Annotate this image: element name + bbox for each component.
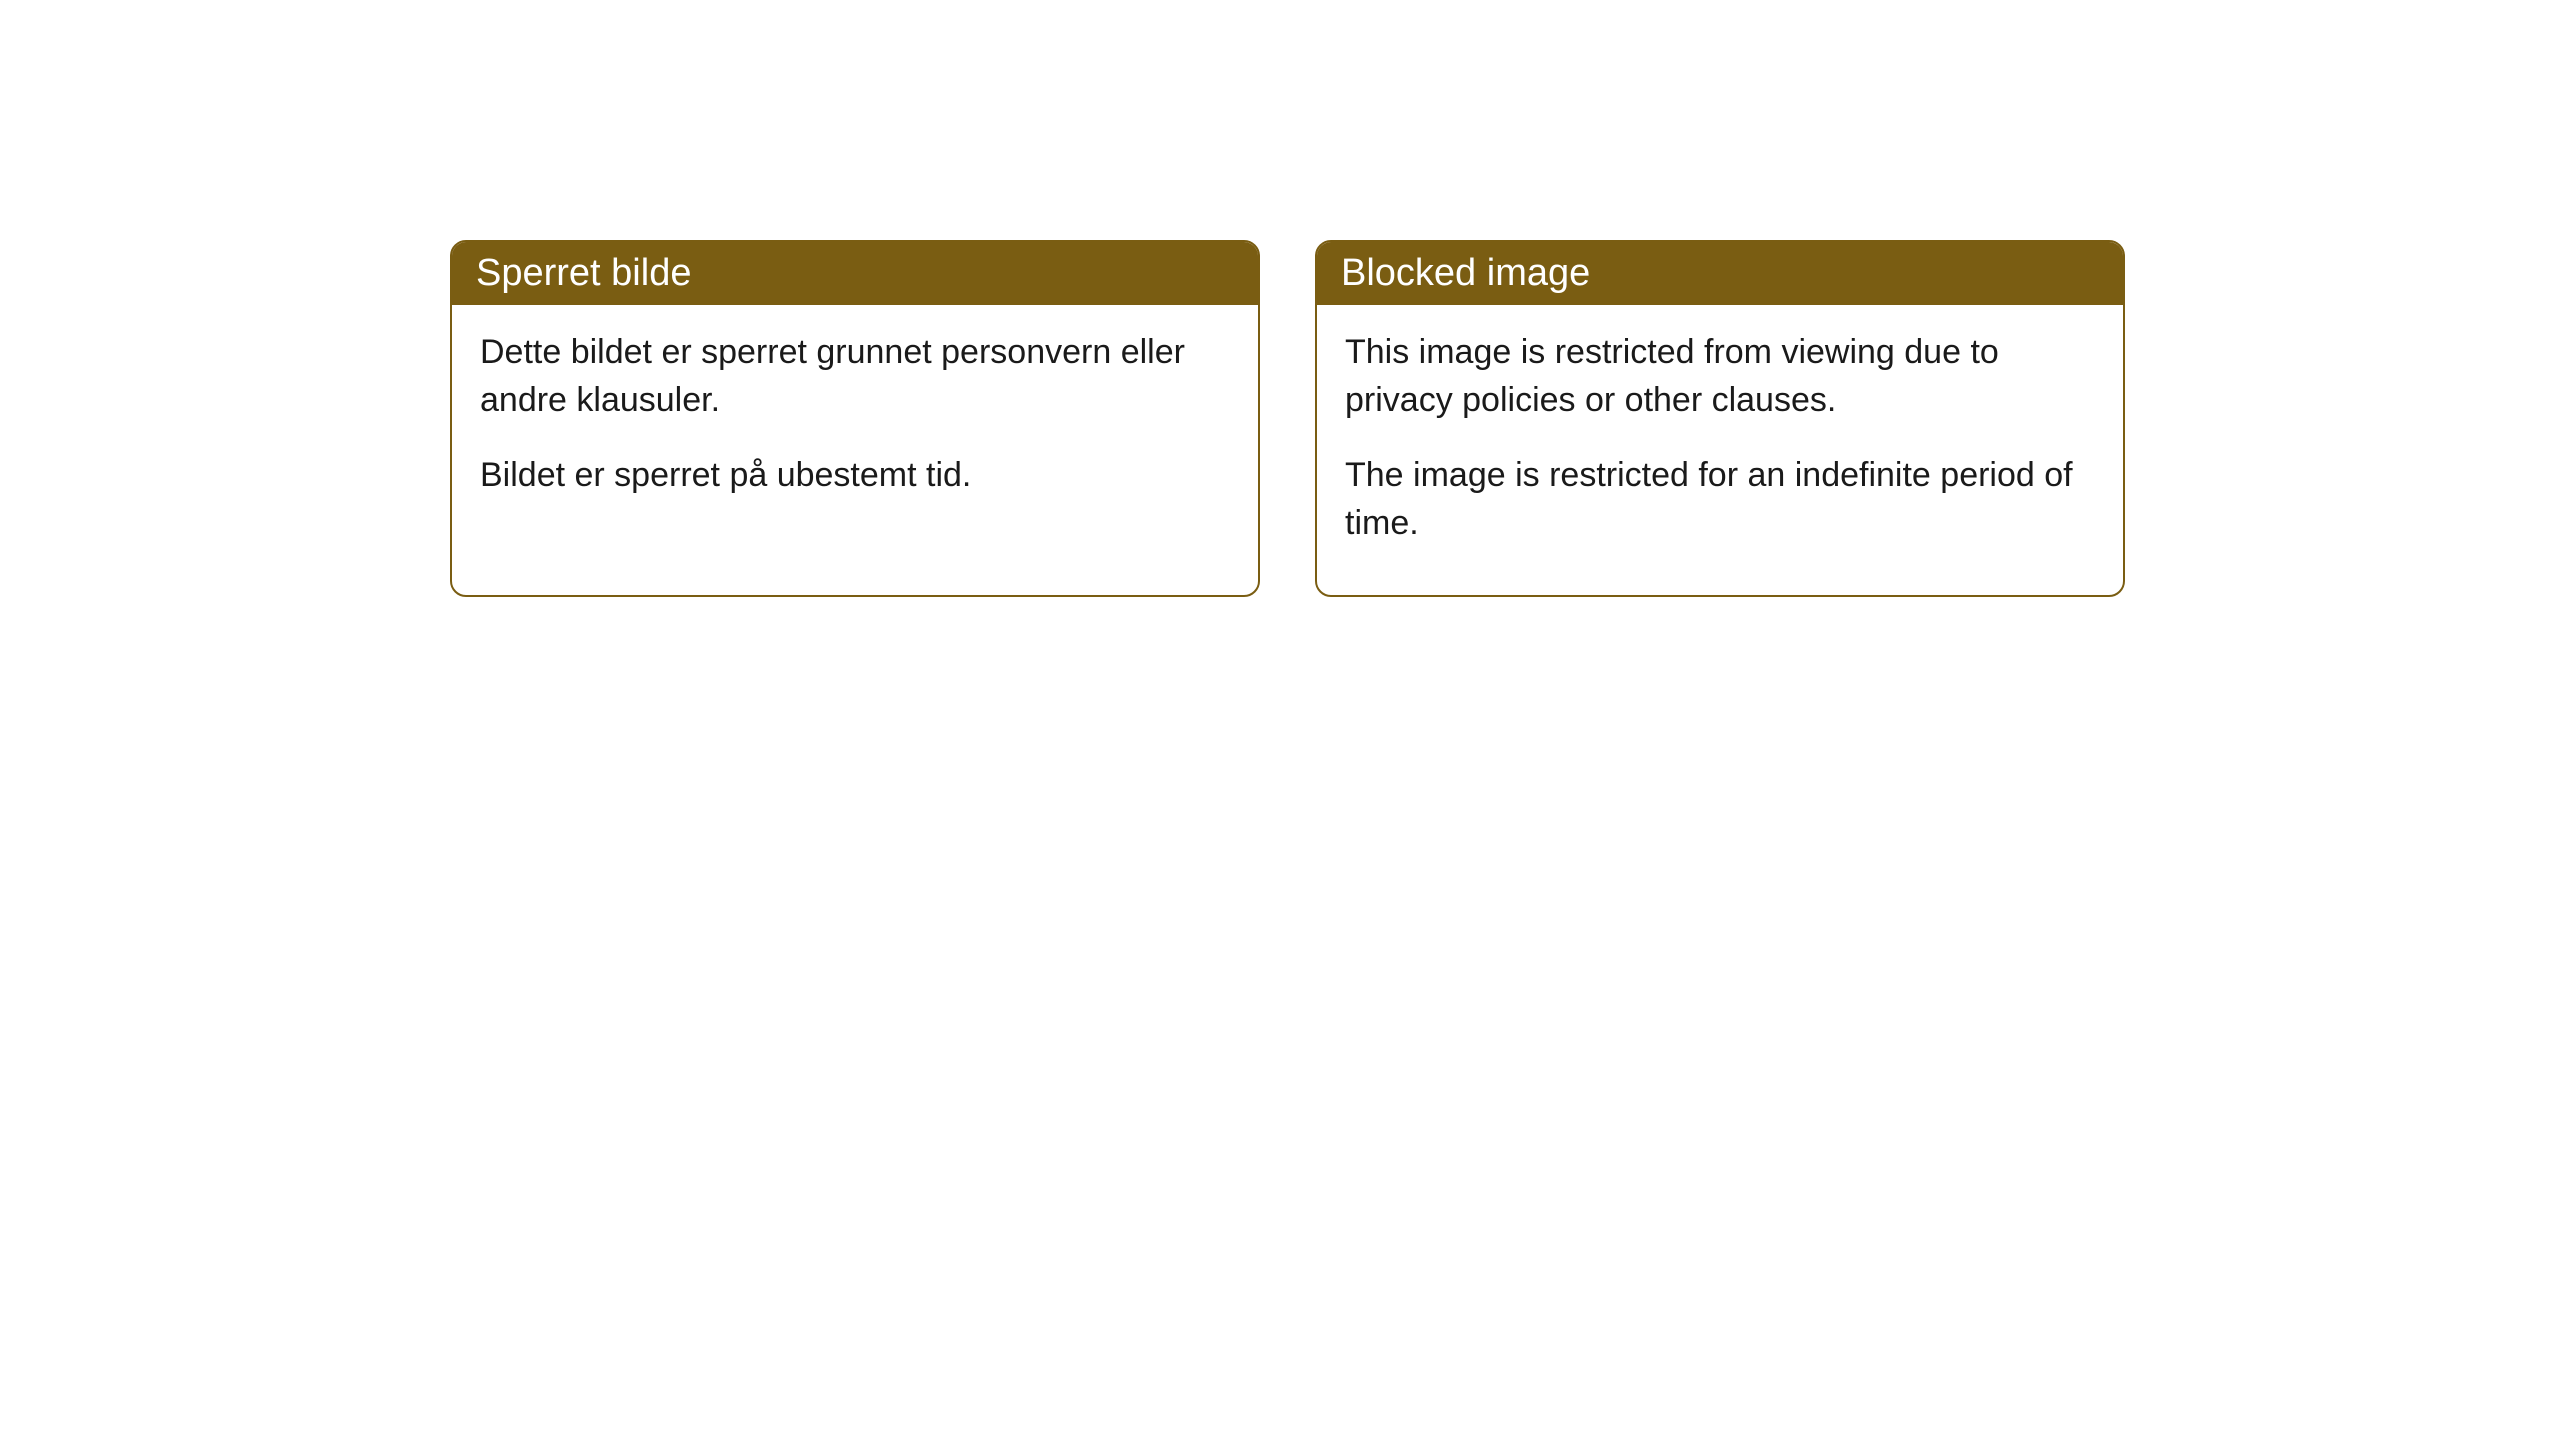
card-paragraph: Bildet er sperret på ubestemt tid. [480,452,1230,500]
card-title: Sperret bilde [476,252,691,294]
card-paragraph: Dette bildet er sperret grunnet personve… [480,329,1230,424]
card-body: Dette bildet er sperret grunnet personve… [452,305,1258,548]
card-header: Blocked image [1317,242,2123,305]
card-body: This image is restricted from viewing du… [1317,305,2123,595]
card-title: Blocked image [1341,252,1590,294]
cards-container: Sperret bilde Dette bildet er sperret gr… [0,0,2560,597]
card-paragraph: This image is restricted from viewing du… [1345,329,2095,424]
card-paragraph: The image is restricted for an indefinit… [1345,452,2095,547]
card-header: Sperret bilde [452,242,1258,305]
blocked-image-card-english: Blocked image This image is restricted f… [1315,240,2125,597]
blocked-image-card-norwegian: Sperret bilde Dette bildet er sperret gr… [450,240,1260,597]
